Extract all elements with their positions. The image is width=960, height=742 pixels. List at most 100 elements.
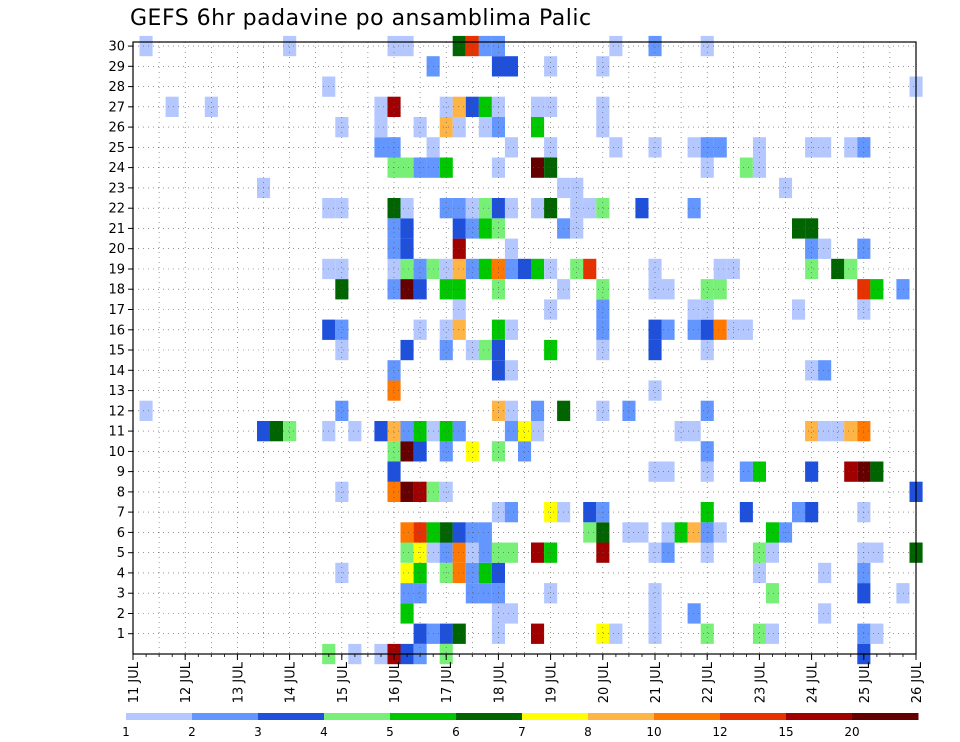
heatmap-cell: [518, 421, 532, 442]
y-tick-label: 9: [117, 465, 125, 480]
heatmap-cell: [596, 56, 610, 77]
heatmap-cell: [465, 218, 479, 239]
heatmap-cell: [518, 441, 532, 462]
heatmap-cell: [374, 137, 388, 158]
y-tick-label: 3: [117, 587, 125, 602]
heatmap-cell: [818, 421, 832, 442]
heatmap-cell: [700, 623, 714, 644]
heatmap-cell: [387, 421, 401, 442]
x-tick-label: 23 JUL: [753, 661, 768, 703]
heatmap-cell: [700, 279, 714, 300]
heatmap-cell: [583, 522, 597, 543]
heatmap-cell: [413, 441, 427, 462]
heatmap-cell: [805, 258, 819, 280]
y-tick-label: 28: [108, 80, 125, 95]
heatmap-cell: [400, 562, 414, 584]
heatmap-cell: [805, 218, 819, 239]
y-tick-label: 29: [108, 60, 125, 75]
y-tick-label: 18: [108, 283, 125, 298]
colorbar-label: 4: [320, 725, 328, 739]
heatmap-cell: [504, 258, 518, 280]
y-tick-label: 26: [108, 121, 125, 136]
heatmap-cell: [478, 218, 492, 239]
heatmap-cell: [465, 198, 479, 219]
heatmap-cell: [452, 522, 466, 543]
heatmap-cell: [596, 339, 610, 361]
heatmap-cell: [465, 441, 479, 462]
heatmap-cell: [465, 583, 479, 604]
x-tick-label: 18 JUL: [492, 661, 507, 703]
heatmap-cell: [765, 623, 779, 644]
heatmap-cell: [504, 56, 518, 77]
heatmap-cell: [400, 258, 414, 280]
heatmap-cell: [635, 522, 649, 543]
heatmap-cell: [335, 400, 349, 421]
heatmap-cell: [596, 400, 610, 421]
heatmap-cell: [478, 96, 492, 117]
heatmap-cell: [544, 299, 558, 320]
heatmap-cell: [165, 96, 179, 117]
heatmap-cell: [531, 198, 545, 219]
heatmap-cell: [544, 198, 558, 219]
heatmap-cell: [844, 137, 858, 158]
colorbar-swatch: [192, 713, 259, 720]
heatmap-cell: [413, 421, 427, 442]
heatmap-cell: [648, 461, 662, 482]
heatmap-cell: [452, 117, 466, 138]
heatmap-cell: [648, 583, 662, 604]
x-tick-label: 12 JUL: [179, 661, 194, 703]
colorbar-swatch: [258, 713, 325, 720]
heatmap-cell: [583, 258, 597, 280]
heatmap-cell: [400, 279, 414, 300]
y-tick-label: 23: [108, 181, 125, 196]
heatmap-cell: [439, 481, 453, 502]
y-tick-label: 27: [108, 100, 125, 115]
heatmap-cell: [374, 96, 388, 117]
y-tick-label: 4: [117, 566, 125, 581]
heatmap-cell: [374, 117, 388, 138]
heatmap-cell: [700, 299, 714, 320]
heatmap-cell: [478, 198, 492, 219]
colorbar-label: 3: [254, 725, 262, 739]
heatmap-cell: [700, 319, 714, 340]
colorbar-swatch: [852, 713, 919, 720]
heatmap-cell: [413, 623, 427, 644]
heatmap-cell: [544, 583, 558, 604]
y-tick-label: 2: [117, 607, 125, 622]
heatmap-cell: [544, 339, 558, 361]
colorbar-label: 15: [778, 725, 793, 739]
heatmap-cell: [465, 339, 479, 361]
x-axis: 11 JUL 12 JUL 13 JUL 14 JUL 15 JUL 16 JUL 17 J…: [127, 654, 925, 703]
heatmap-cell: [687, 603, 701, 624]
heatmap-cell: [452, 623, 466, 644]
heatmap-cell: [465, 35, 479, 57]
heatmap-cell: [504, 198, 518, 219]
heatmap-cell: [687, 198, 701, 219]
heatmap-cell: [713, 279, 727, 300]
y-tick-label: 17: [108, 303, 125, 318]
heatmap-cell: [713, 137, 727, 158]
heatmap-cell: [687, 299, 701, 320]
heatmap-cell: [478, 542, 492, 563]
x-tick-label: 26 JUL: [910, 661, 925, 703]
heatmap-cell: [687, 421, 701, 442]
heatmap-cell: [583, 502, 597, 523]
heatmap-cell: [478, 258, 492, 280]
heatmap-cell: [648, 603, 662, 624]
heatmap-cell: [504, 603, 518, 624]
heatmap-cell: [596, 299, 610, 320]
heatmap-cell: [544, 258, 558, 280]
x-tick-label: 13 JUL: [231, 661, 246, 703]
heatmap-cell: [648, 380, 662, 401]
heatmap-cell: [713, 319, 727, 340]
heatmap-cell: [844, 461, 858, 482]
heatmap-cell: [400, 157, 414, 178]
heatmap-cell: [805, 421, 819, 442]
heatmap-cell: [478, 522, 492, 543]
heatmap-cell: [752, 623, 766, 644]
heatmap-cell: [439, 441, 453, 462]
y-tick-label: 16: [108, 323, 125, 338]
heatmap-cell: [452, 96, 466, 117]
heatmap-cell: [413, 258, 427, 280]
x-tick-label: 19 JUL: [545, 661, 560, 703]
